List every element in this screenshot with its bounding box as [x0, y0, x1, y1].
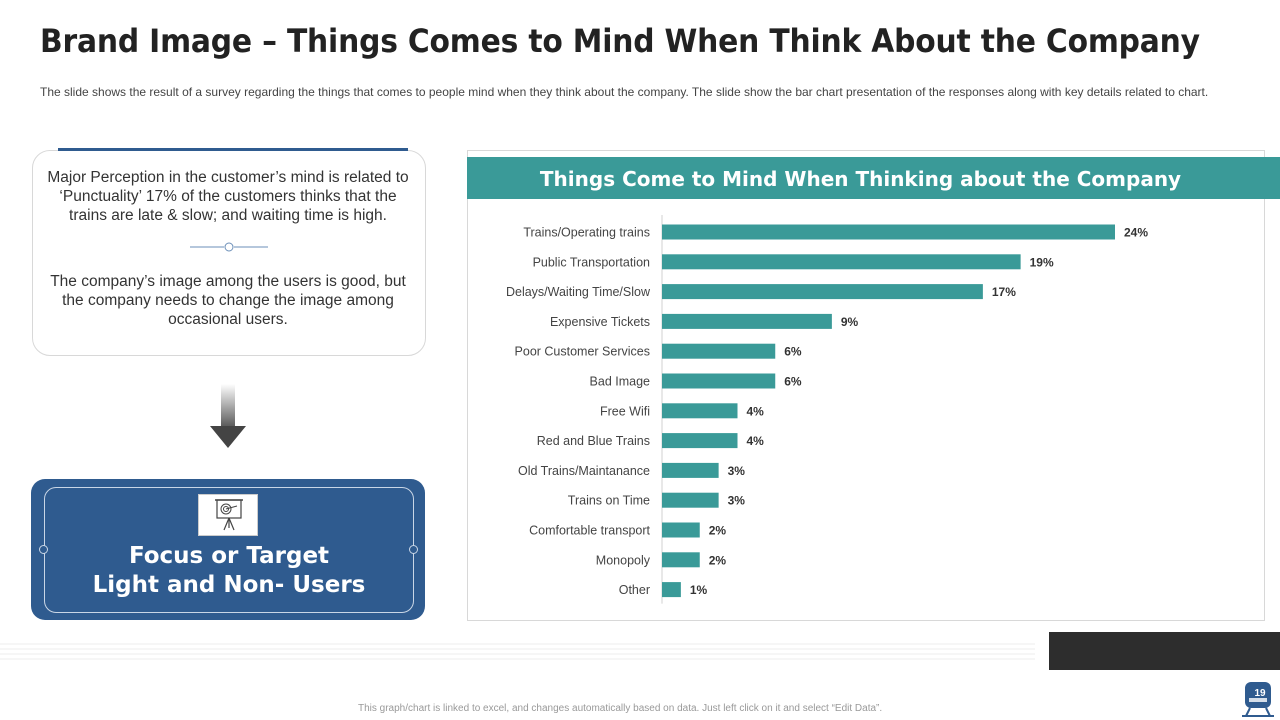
- data-label: 17%: [992, 285, 1016, 299]
- bar[interactable]: [662, 313, 832, 329]
- bar[interactable]: [662, 224, 1115, 240]
- data-label: 24%: [1124, 226, 1148, 240]
- bar[interactable]: [662, 462, 719, 478]
- category-label: Trains/Operating trains: [523, 226, 650, 240]
- chart-header-band: [467, 157, 1280, 199]
- category-label: Red and Blue Trains: [537, 434, 650, 448]
- perception-card: [32, 150, 426, 356]
- category-label: Monopoly: [596, 553, 651, 567]
- data-label: 3%: [728, 494, 746, 508]
- perception-accent-line: [58, 148, 408, 151]
- data-label: 4%: [747, 434, 765, 448]
- bar[interactable]: [662, 284, 983, 300]
- bar[interactable]: [662, 552, 700, 568]
- category-label: Other: [619, 583, 650, 597]
- frame-dot-right-icon: [409, 545, 418, 554]
- category-label: Comfortable transport: [529, 524, 650, 538]
- bar[interactable]: [662, 492, 719, 508]
- category-label: Old Trains/Maintanance: [518, 464, 650, 478]
- bar[interactable]: [662, 403, 738, 419]
- category-label: Delays/Waiting Time/Slow: [506, 285, 651, 299]
- focus-target-title: Focus or Target Light and Non- Users: [44, 542, 414, 600]
- focus-title-line2: Light and Non- Users: [92, 572, 366, 598]
- bar[interactable]: [662, 433, 738, 449]
- slide-title: Brand Image – Things Comes to Mind When …: [40, 22, 1200, 60]
- perception-text-image: The company’s image among the users is g…: [50, 273, 406, 328]
- category-label: Free Wifi: [600, 404, 650, 418]
- bar[interactable]: [662, 254, 1021, 270]
- bar[interactable]: [662, 343, 776, 359]
- bar[interactable]: [662, 373, 776, 389]
- perception-text-major: Major Perception in the customer’s mind …: [47, 169, 409, 224]
- data-label: 19%: [1030, 255, 1054, 269]
- train-logo-icon: [1242, 682, 1274, 717]
- category-label: Public Transportation: [533, 255, 650, 269]
- chart-title: Things Come to Mind When Thinking about …: [539, 167, 1182, 191]
- chart-frame: [467, 150, 1265, 621]
- data-label: 6%: [784, 345, 802, 359]
- bar[interactable]: [662, 522, 700, 538]
- category-label: Poor Customer Services: [515, 345, 650, 359]
- data-label: 4%: [747, 404, 765, 418]
- data-label: 3%: [728, 464, 746, 478]
- bar-chart[interactable]: Trains/Operating trains 24% Public Transpo…: [467, 205, 1265, 615]
- target-presentation-icon: [198, 494, 258, 536]
- data-label: 9%: [841, 315, 859, 329]
- category-label: Bad Image: [590, 375, 651, 389]
- category-label: Expensive Tickets: [550, 315, 650, 329]
- data-label: 1%: [690, 583, 708, 597]
- focus-title-line1: Focus or Target: [128, 543, 330, 569]
- footer-dark-bar: [1049, 632, 1280, 670]
- data-label: 2%: [709, 553, 727, 567]
- divider-icon: [190, 242, 268, 252]
- bar[interactable]: [662, 582, 681, 598]
- category-label: Trains on Time: [568, 494, 650, 508]
- data-label: 2%: [709, 524, 727, 538]
- frame-dot-left-icon: [39, 545, 48, 554]
- slide-subtitle: The slide shows the result of a survey r…: [40, 85, 1209, 99]
- chart-footnote: This graph/chart is linked to excel, and…: [358, 703, 883, 714]
- data-label: 6%: [784, 375, 802, 389]
- footer-stripes: [0, 643, 1035, 660]
- arrow-down-icon: [210, 384, 246, 448]
- page-number: 19: [1254, 688, 1266, 699]
